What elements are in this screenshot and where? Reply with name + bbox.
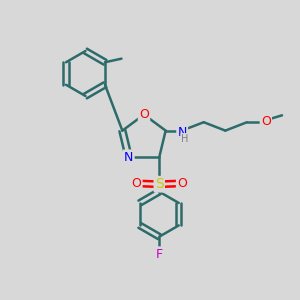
Text: O: O <box>261 115 271 128</box>
Text: N: N <box>124 151 134 164</box>
Text: N: N <box>178 126 187 139</box>
Text: O: O <box>139 108 149 121</box>
Text: F: F <box>156 248 163 261</box>
Text: O: O <box>131 177 141 190</box>
Text: O: O <box>177 177 187 190</box>
Text: H: H <box>182 134 189 144</box>
Text: S: S <box>155 177 164 191</box>
